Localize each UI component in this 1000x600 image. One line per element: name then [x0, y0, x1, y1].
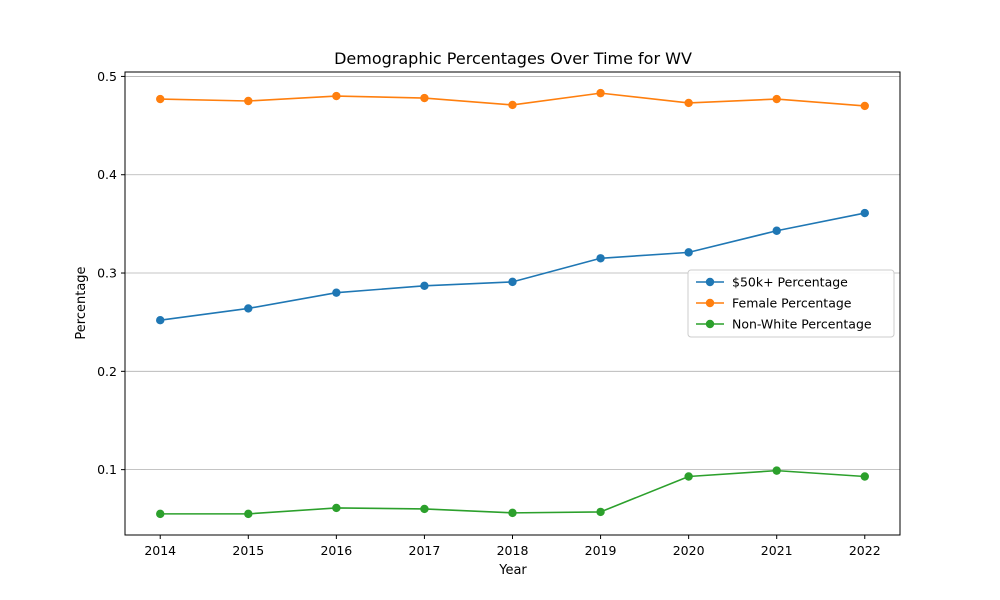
data-point: [772, 466, 781, 475]
data-point: [332, 91, 341, 101]
data-point: [244, 304, 253, 313]
x-tick-label: 2017: [409, 543, 441, 558]
data-point: [684, 248, 693, 257]
legend-item: Female Percentage: [696, 296, 852, 311]
legend-box: [687, 269, 895, 338]
data-point: [508, 100, 517, 110]
data-point: [772, 94, 781, 104]
data-point: [508, 508, 517, 518]
series-2: [156, 88, 869, 111]
data-point: [596, 507, 605, 517]
data-point: [420, 93, 429, 103]
legend-swatch-marker: [705, 298, 715, 308]
y-tick-label: 0.3: [97, 266, 117, 281]
series-1: [156, 208, 869, 325]
legend-swatch-marker: [705, 277, 715, 287]
x-tick-label: 2016: [320, 543, 352, 558]
series-line: [160, 469, 865, 515]
x-tick-label: 2014: [144, 543, 176, 558]
x-tick-label: 2022: [849, 543, 881, 558]
data-point: [860, 472, 869, 481]
legend-item: Non-White Percentage: [696, 317, 872, 332]
chart-title: Demographic Percentages Over Time for WV: [334, 49, 692, 68]
data-point: [420, 281, 429, 291]
data-point: [156, 94, 165, 104]
legend: $50k+ Percentage Female Percentage Non-Whi…: [687, 269, 895, 338]
data-point: [860, 101, 869, 111]
legend-label: $50k+ Percentage: [732, 275, 848, 290]
x-tick-label: 2015: [232, 543, 264, 558]
y-tick-label: 0.2: [97, 364, 117, 379]
data-point: [244, 509, 253, 519]
data-point: [332, 288, 341, 297]
y-axis-label: Percentage: [74, 266, 89, 339]
data-point: [684, 98, 693, 108]
series-layer: [156, 88, 869, 519]
data-point: [244, 96, 253, 106]
data-point: [156, 509, 165, 519]
data-point: [508, 277, 517, 287]
legend-label: Non-White Percentage: [732, 317, 872, 332]
legend-swatch-marker: [705, 319, 715, 329]
data-point: [772, 226, 781, 235]
data-point: [860, 208, 869, 218]
gridlines: [125, 76, 900, 471]
y-axis-ticks: 0.1 0.2 0.3 0.4 0.5: [97, 69, 125, 477]
data-point: [332, 503, 341, 513]
x-axis-ticks: 2014 2015 2016 2017 2018 2019 2020 2021 2022: [144, 535, 881, 558]
data-point: [684, 472, 693, 481]
x-tick-label: 2019: [585, 543, 617, 558]
x-tick-label: 2018: [497, 543, 529, 558]
x-axis-label: Year: [498, 563, 527, 578]
data-point: [596, 254, 605, 263]
data-point: [156, 316, 165, 325]
y-tick-label: 0.1: [97, 462, 117, 477]
y-tick-label: 0.4: [97, 167, 117, 182]
data-point: [596, 88, 605, 98]
legend-item: $50k+ Percentage: [696, 275, 848, 290]
series-3: [156, 466, 869, 519]
data-point: [420, 504, 429, 514]
x-tick-label: 2021: [761, 543, 793, 558]
legend-label: Female Percentage: [732, 296, 852, 311]
x-tick-label: 2020: [673, 543, 705, 558]
y-tick-label: 0.5: [97, 69, 117, 84]
